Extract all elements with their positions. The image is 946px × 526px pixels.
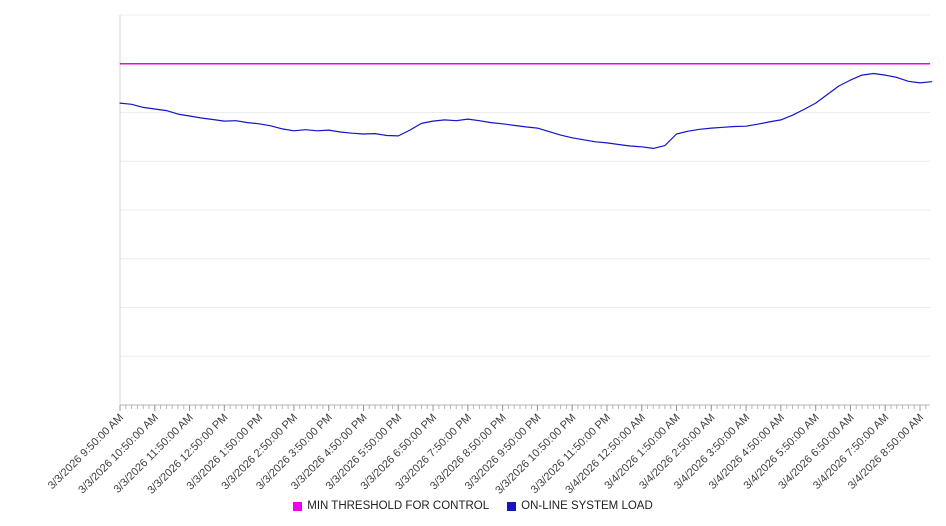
legend-swatch-load-icon <box>507 501 517 511</box>
load-chart: 3/3/2026 9:50:00 AM3/3/2026 10:50:00 AM3… <box>46 14 933 494</box>
system-load-line <box>119 72 933 149</box>
legend-swatch-threshold-icon <box>293 501 303 511</box>
legend-label-load: ON-LINE SYSTEM LOAD <box>521 500 653 512</box>
legend-item-threshold[interactable]: MIN THRESHOLD FOR CONTROL <box>293 500 489 512</box>
legend-item-load[interactable]: ON-LINE SYSTEM LOAD <box>507 500 653 512</box>
legend: MIN THRESHOLD FOR CONTROL ON-LINE SYSTEM… <box>0 500 946 512</box>
load-chart-panel: 3/3/2026 9:50:00 AM 3/3/2026 10:50:00 AM 3… <box>0 14 946 512</box>
legend-label-threshold: MIN THRESHOLD FOR CONTROL <box>307 500 490 512</box>
